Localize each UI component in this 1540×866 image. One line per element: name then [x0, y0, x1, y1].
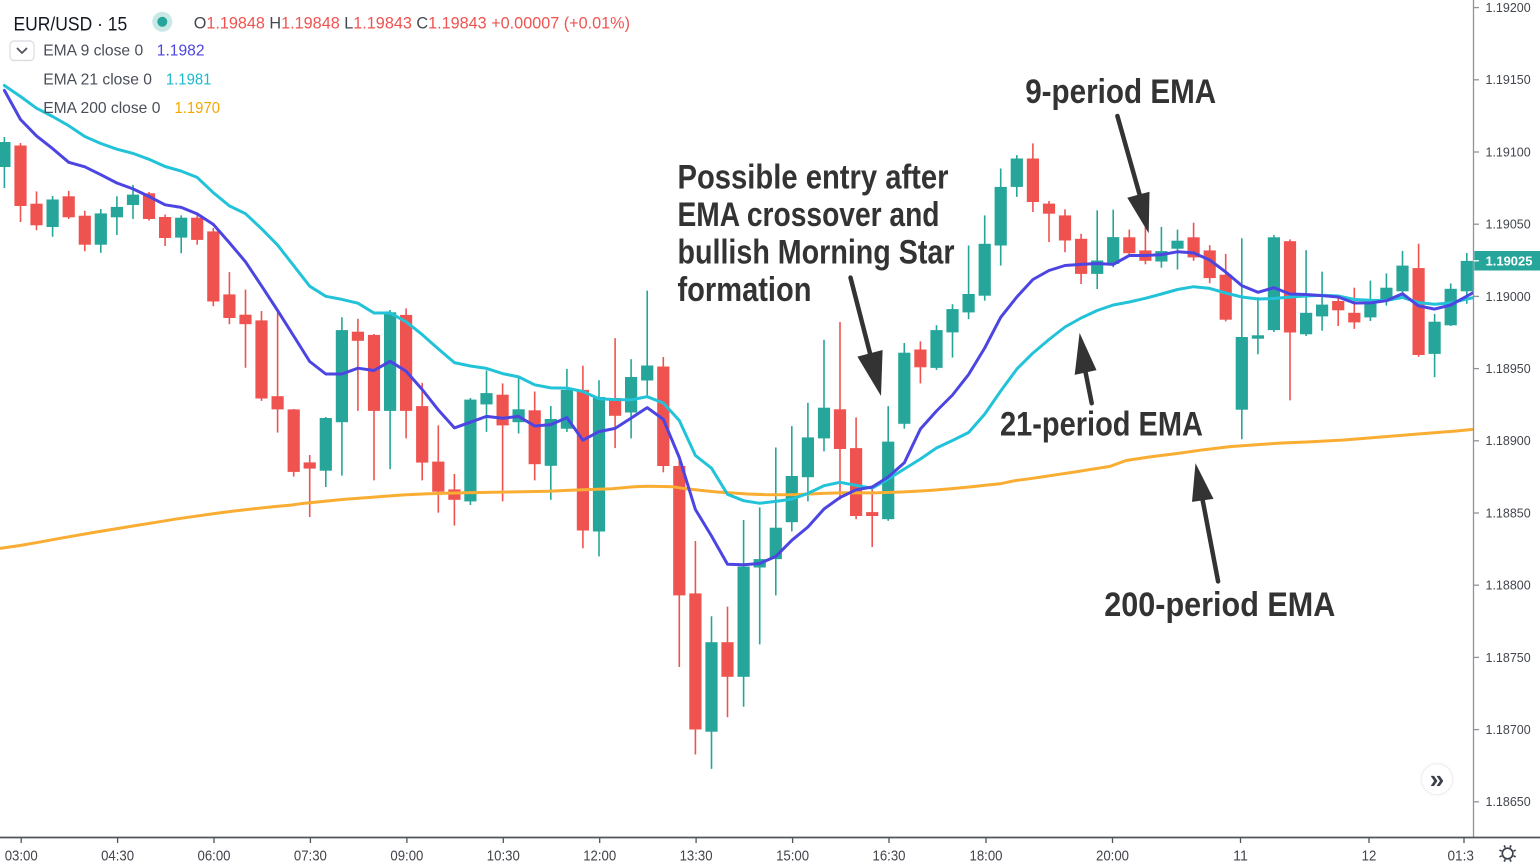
svg-text:1.19100: 1.19100 [1486, 145, 1531, 159]
svg-text:09:00: 09:00 [390, 849, 423, 865]
svg-text:9-period EMA: 9-period EMA [1025, 73, 1216, 111]
svg-text:1.18700: 1.18700 [1486, 723, 1531, 737]
svg-text:bullish Morning Star: bullish Morning Star [678, 233, 955, 271]
svg-text:1.18900: 1.18900 [1486, 434, 1531, 448]
svg-text:18:00: 18:00 [970, 849, 1003, 865]
svg-text:1.19025: 1.19025 [1486, 253, 1533, 268]
svg-text:EMA 9 close 0: EMA 9 close 0 [43, 43, 143, 60]
svg-text:04:30: 04:30 [101, 849, 134, 865]
svg-text:EUR/USD · 15: EUR/USD · 15 [14, 13, 128, 35]
svg-text:Possible entry after: Possible entry after [678, 158, 949, 196]
svg-text:03:00: 03:00 [5, 849, 38, 865]
svg-text:1.1982: 1.1982 [157, 43, 205, 60]
svg-text:16:30: 16:30 [873, 849, 906, 865]
svg-text:EMA 200 close 0: EMA 200 close 0 [43, 100, 160, 117]
svg-text:06:00: 06:00 [198, 849, 231, 865]
svg-text:EMA 21 close 0: EMA 21 close 0 [43, 71, 152, 88]
svg-text:1.1981: 1.1981 [166, 71, 212, 88]
svg-text:10:30: 10:30 [487, 849, 520, 865]
svg-text:15:00: 15:00 [776, 849, 809, 865]
svg-text:1.19000: 1.19000 [1486, 290, 1531, 304]
svg-text:07:30: 07:30 [294, 849, 327, 865]
svg-text:1.18950: 1.18950 [1486, 362, 1531, 376]
svg-text:1.18850: 1.18850 [1486, 506, 1531, 520]
svg-text:1.18800: 1.18800 [1486, 579, 1531, 593]
svg-text:»: » [1430, 764, 1444, 794]
svg-text:12:00: 12:00 [583, 849, 616, 865]
svg-text:20:00: 20:00 [1096, 849, 1129, 865]
svg-text:200-period EMA: 200-period EMA [1104, 586, 1335, 624]
svg-text:O1.19848 H1.19848 L1.19843 C1.: O1.19848 H1.19848 L1.19843 C1.19843 +0.0… [194, 13, 630, 32]
svg-text:13:30: 13:30 [680, 849, 713, 865]
svg-text:1.1970: 1.1970 [175, 100, 221, 117]
svg-text:formation: formation [678, 271, 812, 309]
svg-text:1.19200: 1.19200 [1486, 1, 1531, 15]
svg-text:11: 11 [1233, 849, 1248, 865]
svg-text:12: 12 [1362, 849, 1377, 865]
svg-text:1.18650: 1.18650 [1486, 795, 1531, 809]
svg-text:21-period EMA: 21-period EMA [1000, 406, 1203, 444]
svg-text:01:3: 01:3 [1448, 849, 1474, 865]
svg-text:1.19050: 1.19050 [1486, 218, 1531, 232]
svg-text:1.19150: 1.19150 [1486, 73, 1531, 87]
svg-text:EMA crossover and: EMA crossover and [678, 196, 940, 234]
svg-text:1.18750: 1.18750 [1486, 651, 1531, 665]
